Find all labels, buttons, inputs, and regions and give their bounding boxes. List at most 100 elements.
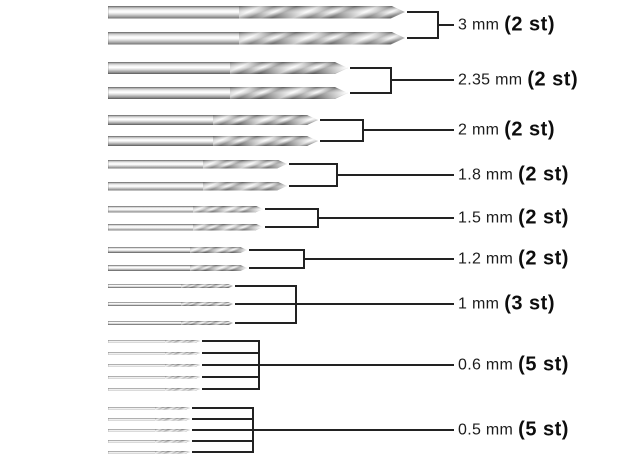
drill-bit	[108, 31, 405, 45]
drill-bit-flutes	[193, 205, 263, 213]
bracket-connector-line	[192, 451, 254, 453]
drill-bit-flutes	[165, 351, 200, 355]
drill-bit-flutes	[180, 284, 233, 288]
drill-bit-flutes	[154, 417, 190, 421]
drill-bit	[108, 136, 318, 146]
size-label: 1.8 mm (2 st)	[458, 164, 569, 187]
drill-bit-flutes	[165, 375, 200, 379]
label-leader-line	[437, 24, 454, 26]
drill-bit-flutes	[165, 387, 200, 391]
drill-bit	[108, 87, 348, 99]
label-leader-line	[317, 217, 454, 219]
drill-bit-flutes	[238, 31, 405, 45]
drill-bit	[108, 321, 233, 325]
bracket-connector-line	[202, 364, 260, 366]
drill-bit	[108, 339, 200, 343]
size-text: 1 mm	[458, 295, 500, 312]
drill-bit	[108, 406, 190, 410]
drill-bit-flutes	[230, 62, 348, 74]
drill-bit-flutes	[154, 450, 190, 454]
quantity-text: (2 st)	[518, 206, 569, 229]
bracket-connector-line	[320, 119, 364, 121]
label-leader-line	[362, 129, 454, 131]
label-leader-line	[295, 303, 454, 305]
drill-bit-flutes	[213, 115, 318, 125]
quantity-text: (2 st)	[504, 118, 555, 141]
drill-bit-flutes	[154, 428, 190, 432]
bracket-connector-line	[192, 407, 254, 409]
drill-bit	[108, 159, 287, 169]
bracket-connector-line	[192, 440, 254, 442]
drill-bit	[108, 302, 233, 306]
label-leader-line	[336, 174, 454, 176]
drill-bit-flutes	[202, 159, 287, 169]
drill-bit	[108, 375, 200, 379]
quantity-text: (5 st)	[518, 353, 569, 376]
bracket-connector-line	[235, 322, 297, 324]
drill-bit-flutes	[154, 439, 190, 443]
drill-bit	[108, 265, 247, 271]
drill-bit	[108, 387, 200, 391]
drill-bit	[108, 351, 200, 355]
drill-bit-flutes	[154, 406, 190, 410]
quantity-text: (2 st)	[518, 247, 569, 270]
size-text: 2.35 mm	[458, 71, 523, 88]
quantity-text: (2 st)	[518, 163, 569, 186]
bracket-connector-line	[350, 92, 392, 94]
drill-bit	[108, 205, 263, 213]
size-label: 0.6 mm (5 st)	[458, 354, 569, 377]
drill-bit-flutes	[202, 181, 287, 191]
bracket-connector-line	[235, 285, 297, 287]
drill-bit	[108, 115, 318, 125]
drill-bit	[108, 439, 190, 443]
bracket-connector-line	[407, 11, 439, 13]
drill-bit-flutes	[213, 136, 318, 146]
bracket-connector-line	[192, 429, 254, 431]
bracket-connector-line	[202, 376, 260, 378]
size-text: 1.8 mm	[458, 166, 514, 183]
bracket-connector-line	[249, 267, 305, 269]
drill-bit-flutes	[165, 339, 200, 343]
bracket-connector-line	[289, 163, 338, 165]
drill-bit-flutes	[193, 223, 263, 231]
drill-bit	[108, 417, 190, 421]
drill-bit	[108, 284, 233, 288]
bracket-connector-line	[202, 388, 260, 390]
size-label: 0.5 mm (5 st)	[458, 419, 569, 442]
bracket-connector-line	[407, 37, 439, 39]
size-label: 3 mm (2 st)	[458, 14, 555, 37]
drill-bit	[108, 247, 247, 253]
size-text: 2 mm	[458, 121, 500, 138]
drill-bit	[108, 5, 405, 19]
bracket-connector-line	[265, 226, 319, 228]
bracket-connector-line	[289, 185, 338, 187]
bracket-connector-line	[249, 249, 305, 251]
quantity-text: (2 st)	[504, 13, 555, 36]
quantity-text: (5 st)	[518, 418, 569, 441]
drill-bit	[108, 181, 287, 191]
drill-bit-flutes	[230, 87, 348, 99]
size-label: 2.35 mm (2 st)	[458, 69, 578, 92]
quantity-text: (2 st)	[527, 68, 579, 91]
drill-bit-flutes	[180, 321, 233, 325]
size-label: 1.2 mm (2 st)	[458, 248, 569, 271]
drill-bit	[108, 62, 348, 74]
size-text: 0.5 mm	[458, 421, 514, 438]
bracket-connector-line	[202, 340, 260, 342]
drill-bit-flutes	[190, 247, 247, 253]
drill-bit	[108, 450, 190, 454]
label-leader-line	[303, 258, 454, 260]
size-label: 2 mm (2 st)	[458, 119, 555, 142]
label-leader-line	[252, 429, 454, 431]
size-text: 1.5 mm	[458, 209, 514, 226]
bracket-connector-line	[320, 140, 364, 142]
bracket-connector-line	[265, 208, 319, 210]
size-label: 1 mm (3 st)	[458, 293, 555, 316]
bracket-connector-line	[235, 303, 297, 305]
size-text: 1.2 mm	[458, 250, 514, 267]
size-text: 0.6 mm	[458, 356, 514, 373]
drill-bit-flutes	[190, 265, 247, 271]
drill-bit-flutes	[238, 5, 405, 19]
label-leader-line	[390, 79, 454, 81]
